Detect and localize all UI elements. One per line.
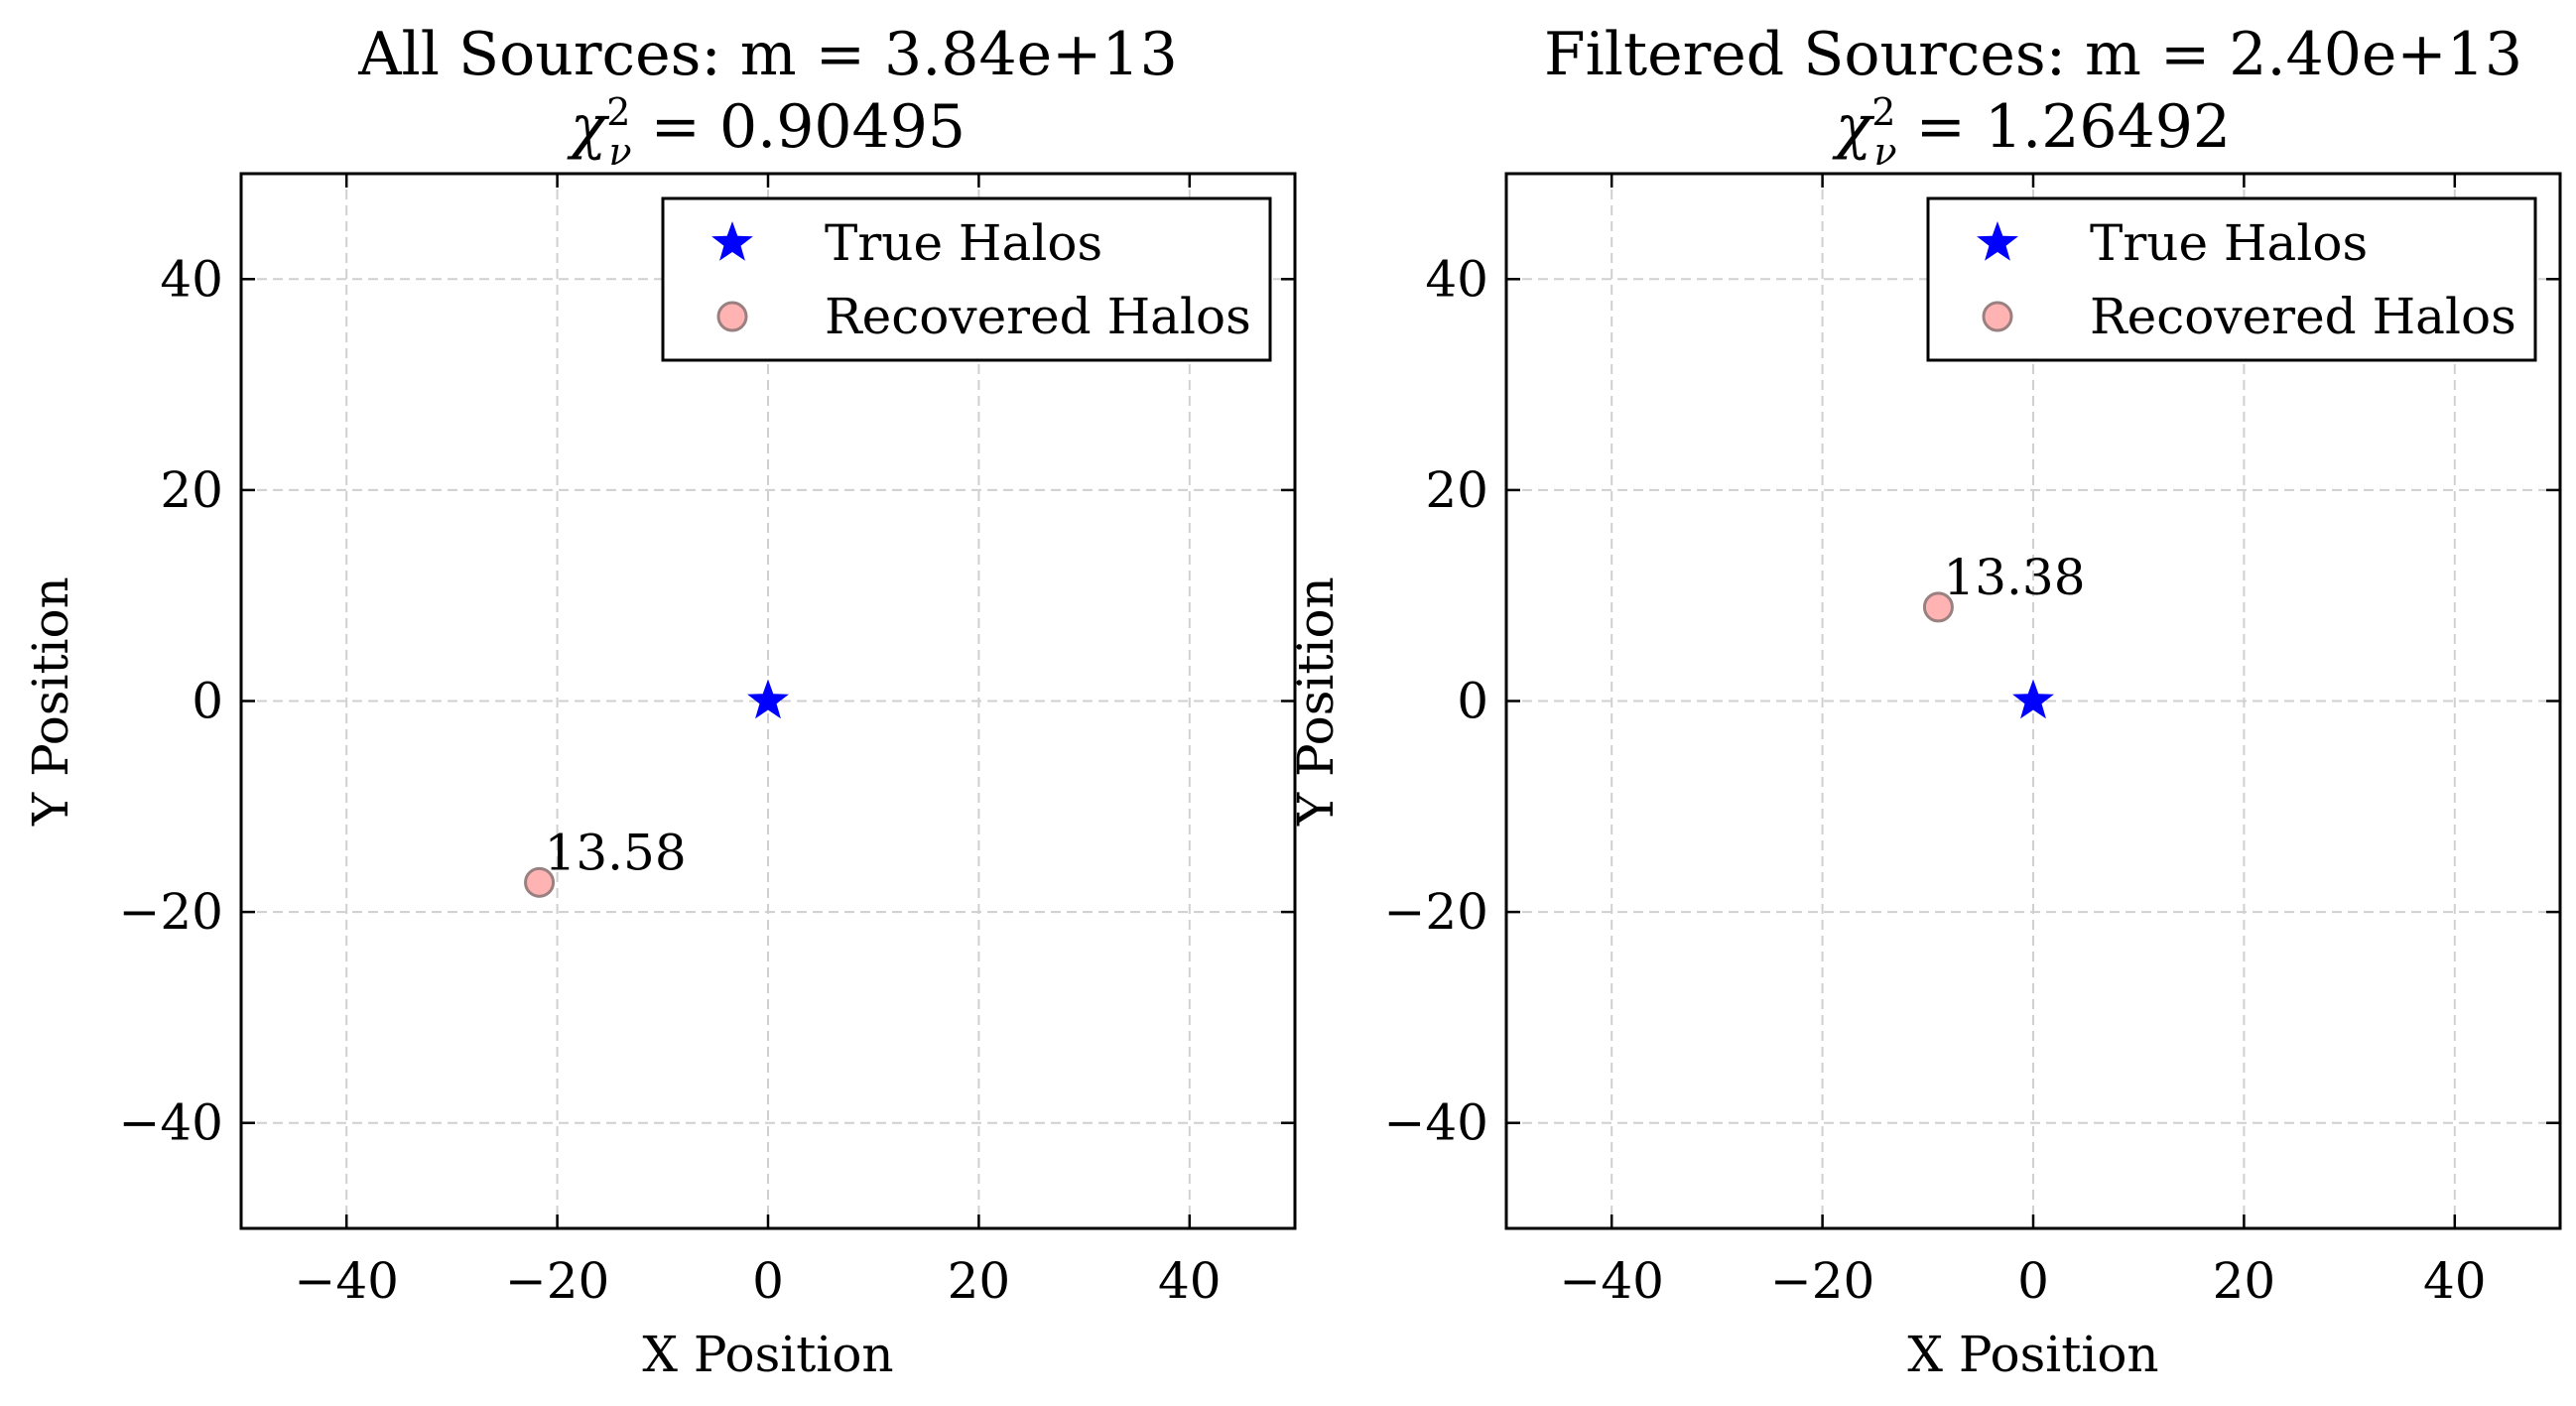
x-tick-label: −40 — [294, 1252, 399, 1310]
y-axis-label: Y Position — [1287, 576, 1345, 827]
legend-entry-label: True Halos — [825, 214, 1102, 272]
y-tick-label: 40 — [1425, 250, 1488, 308]
chi-value: = 0.90495 — [632, 92, 966, 162]
x-axis-label: X Position — [1907, 1326, 2158, 1383]
x-tick-label: 40 — [1158, 1252, 1222, 1310]
x-tick-label: −40 — [1559, 1252, 1664, 1310]
chi-value: = 1.26492 — [1897, 92, 2232, 162]
y-tick-label: 0 — [192, 673, 223, 730]
chi-symbol: χ — [1832, 92, 1875, 162]
chi-subscript: ν — [1873, 130, 1896, 174]
chi-subscript: ν — [608, 130, 631, 174]
true-halo-point — [2012, 679, 2054, 719]
y-tick-label: 40 — [160, 250, 223, 308]
x-axis-label: X Position — [642, 1326, 893, 1383]
plot-frame — [239, 172, 1297, 1230]
chart-subtitle: χ2 ν = 1.26492 — [1832, 90, 2231, 174]
y-tick-label: −40 — [118, 1094, 223, 1152]
recovered-halo-point — [1922, 591, 1954, 623]
chart-subtitle: χ2 ν = 0.90495 — [567, 90, 966, 174]
y-tick-label: 20 — [1425, 461, 1488, 519]
left-chart-panel: −40 −20 0 20 40 −40 −20 0 20 40 All Sources: m = 3… — [22, 20, 1297, 1383]
chart-title: All Sources: m = 3.84e+13 — [357, 20, 1178, 89]
chi-superscript: 2 — [606, 90, 630, 134]
recovered-halo-point — [524, 866, 556, 898]
legend-circle-icon — [1982, 301, 2013, 332]
plot-frame — [1504, 172, 2562, 1230]
chart-title: Filtered Sources: m = 2.40e+13 — [1544, 20, 2522, 89]
legend-box — [1926, 196, 2537, 362]
y-tick-label: 20 — [160, 461, 223, 519]
y-tick-label: 0 — [1457, 673, 1488, 730]
halo-mass-annotation: 13.58 — [545, 824, 687, 881]
legend-star-icon — [711, 221, 753, 261]
x-tick-label: 20 — [2213, 1252, 2276, 1310]
chi-symbol: χ — [567, 92, 610, 162]
legend-entry-label: Recovered Halos — [825, 288, 1251, 345]
legend-entry-label: Recovered Halos — [2090, 288, 2516, 345]
y-tick-label: −40 — [1383, 1094, 1488, 1152]
legend-entry-label: True Halos — [2090, 214, 2368, 272]
right-chart-panel: −40 −20 0 20 40 −40 −20 0 20 40 Filtered Sources: … — [1287, 20, 2562, 1383]
y-tick-label: −20 — [1383, 883, 1488, 941]
x-tick-label: 0 — [2017, 1252, 2049, 1310]
y-tick-label: −20 — [118, 883, 223, 941]
x-tick-label: −20 — [1770, 1252, 1875, 1310]
true-halo-point — [747, 679, 789, 719]
halo-mass-annotation: 13.38 — [1943, 549, 2085, 606]
y-axis-label: Y Position — [22, 576, 79, 827]
legend-circle-icon — [716, 301, 748, 332]
chi-superscript: 2 — [1871, 90, 1895, 134]
legend-box — [661, 196, 1272, 362]
x-tick-label: 40 — [2423, 1252, 2487, 1310]
legend-star-icon — [1977, 221, 2018, 261]
x-tick-label: −20 — [505, 1252, 610, 1310]
x-tick-label: 20 — [948, 1252, 1011, 1310]
x-tick-label: 0 — [752, 1252, 784, 1310]
